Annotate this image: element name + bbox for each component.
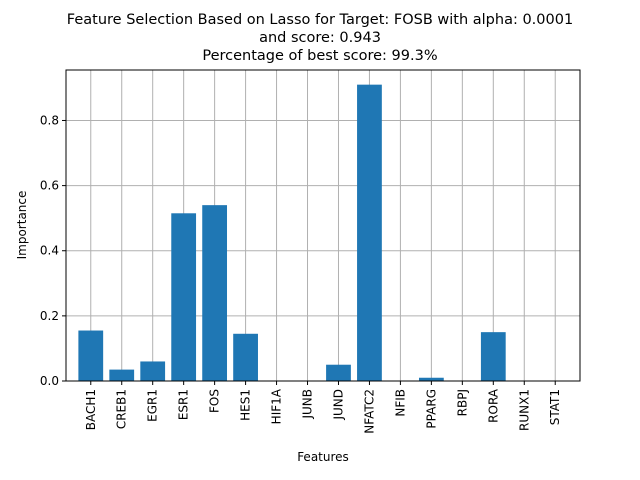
x-tick-label: FOS: [208, 389, 222, 413]
x-tick-label: JUNB: [301, 389, 315, 420]
bar-nfatc2: [357, 84, 382, 381]
y-tick-label: 0.2: [40, 309, 59, 323]
x-tick-label: HES1: [239, 389, 253, 421]
y-tick-label: 0.0: [40, 374, 59, 388]
x-tick-label: ESR1: [177, 389, 191, 420]
chart-title-line-1: Feature Selection Based on Lasso for Tar…: [66, 12, 574, 28]
x-tick-label: PPARG: [424, 389, 438, 429]
x-tick-label: RUNX1: [517, 389, 531, 431]
bar-creb1: [109, 369, 135, 381]
bar-fos: [202, 205, 228, 381]
bar-egr1: [140, 361, 166, 381]
x-tick-label: STAT1: [548, 389, 562, 425]
y-tick-label: 0.6: [40, 179, 59, 193]
x-tick-label: CREB1: [115, 389, 129, 429]
y-tick-label: 0.4: [40, 244, 59, 258]
bar-bach1: [78, 330, 104, 381]
x-tick-label: RORA: [486, 388, 500, 423]
chart-title-line-2: and score: 0.943: [259, 30, 381, 46]
x-tick-label: NFIB: [393, 389, 407, 417]
bar-esr1: [171, 213, 197, 381]
x-tick-label: JUND: [331, 389, 345, 421]
x-tick-label: BACH1: [84, 389, 98, 430]
bar-rora: [480, 332, 506, 381]
x-tick-label: NFATC2: [362, 389, 376, 434]
x-tick-label: HIF1A: [270, 388, 284, 424]
x-tick-label: EGR1: [146, 389, 160, 422]
y-axis-label: Importance: [15, 190, 29, 260]
chart-title-line-3: Percentage of best score: 99.3%: [202, 48, 438, 64]
bar-jund: [326, 364, 351, 381]
plot-frame: [65, 69, 581, 382]
x-axis-label: Features: [297, 450, 349, 464]
x-tick-label: RBPJ: [455, 389, 469, 416]
y-tick-label: 0.8: [40, 113, 59, 127]
bar-pparg: [418, 377, 444, 381]
bar-hes1: [233, 333, 258, 381]
